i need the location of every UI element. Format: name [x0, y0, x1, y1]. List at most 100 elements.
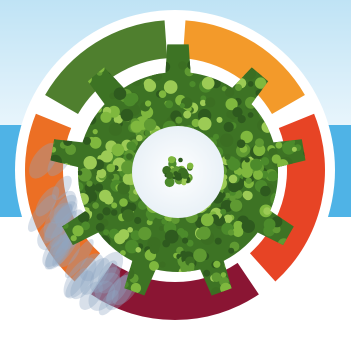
tree-crown	[145, 100, 152, 107]
tree-crown	[220, 133, 234, 147]
tree-crown	[120, 108, 134, 122]
tree-shadow	[52, 175, 72, 201]
center-tree-crown	[181, 180, 187, 186]
center-tree-cluster	[162, 156, 194, 188]
tree-crown	[227, 179, 241, 193]
segment-orange	[182, 20, 305, 114]
tree-crown	[77, 211, 90, 224]
tree-crown	[198, 117, 212, 131]
tree-crown	[127, 92, 139, 104]
tree-crown	[237, 115, 246, 124]
tree-crown	[200, 95, 207, 102]
tree-crown	[242, 190, 251, 199]
tree-crown	[227, 158, 241, 171]
tree-crown	[126, 153, 133, 160]
tree-shadow	[79, 281, 103, 310]
tree-crown	[83, 136, 91, 145]
tree-shadow	[63, 257, 97, 299]
tree-crown	[196, 228, 207, 240]
tree-shadow	[27, 194, 57, 232]
tree-crown	[144, 79, 157, 92]
tree-shadow	[44, 204, 73, 242]
tree-shadow	[94, 272, 122, 302]
tree-crown	[186, 239, 194, 247]
tree-crown	[122, 209, 135, 222]
tree-crown	[214, 237, 222, 245]
tree-crown	[200, 213, 214, 227]
segment-green	[45, 20, 168, 114]
tree-crown	[223, 121, 234, 133]
tree-crown	[253, 169, 263, 180]
tree-crown	[72, 225, 84, 237]
center-tree-crown	[164, 177, 175, 188]
segment-red	[249, 113, 325, 282]
tree-crown	[108, 174, 114, 180]
tree-crown	[165, 100, 174, 109]
tree-shadow	[54, 237, 81, 268]
tree-crown	[260, 185, 271, 197]
tree-crown	[92, 129, 98, 135]
tree-crown	[193, 248, 207, 263]
tree-crown	[158, 226, 164, 231]
tree-crown	[211, 272, 222, 283]
tree-shadow	[89, 251, 124, 293]
tree-shadow	[50, 227, 72, 255]
tree-crown	[263, 218, 276, 231]
tree-shadow	[43, 203, 73, 244]
tree-shadow	[97, 267, 121, 294]
tree-crown	[232, 107, 243, 118]
tree-crown	[188, 262, 195, 269]
tree-crown	[96, 213, 104, 221]
tree-crown	[65, 144, 76, 155]
tree-crown	[205, 97, 216, 108]
tree-crown	[254, 77, 267, 89]
tree-crown	[89, 136, 102, 149]
tree-crown	[125, 239, 139, 254]
tree-crown	[220, 272, 227, 278]
tree-crown	[247, 112, 254, 118]
tree-crown	[121, 160, 135, 175]
tree-crown	[230, 199, 243, 212]
center-tree-crown	[168, 156, 176, 164]
tree-crown	[122, 173, 135, 185]
tree-shadow	[64, 239, 94, 279]
tree-shadow	[98, 290, 119, 316]
tree-crown	[225, 98, 238, 111]
tree-crown	[179, 103, 185, 109]
tree-crown	[247, 81, 254, 87]
tree-shadow	[65, 267, 88, 298]
tree-crown	[253, 143, 266, 157]
tree-crown	[94, 183, 104, 192]
tree-crown	[158, 90, 167, 98]
tree-crown	[147, 214, 155, 222]
tree-crown	[92, 202, 99, 209]
tree-crown	[216, 116, 223, 123]
tree-crown	[77, 170, 83, 176]
center-tree-crown	[165, 171, 174, 180]
tree-crown	[129, 193, 138, 202]
tree-crown	[203, 269, 211, 277]
tree-crown	[134, 216, 142, 225]
tree-crown	[245, 177, 252, 184]
tree-crown	[250, 158, 263, 171]
tree-crown	[189, 81, 196, 88]
tree-crown	[275, 141, 283, 149]
tree-shadow	[49, 190, 76, 224]
tree-crown	[128, 142, 137, 152]
tree-crown	[95, 222, 105, 232]
tree-crown	[228, 174, 238, 184]
tree-crown	[136, 134, 143, 142]
tree-crown	[127, 227, 133, 233]
tree-crown	[220, 208, 227, 215]
tree-crown	[224, 153, 231, 160]
tree-crown	[227, 229, 235, 236]
tree-crown	[135, 247, 142, 253]
tree-shadow	[49, 210, 77, 248]
tree-crown	[241, 166, 253, 178]
center-tree-crown	[178, 157, 183, 163]
tree-crown	[118, 229, 130, 241]
tree-crown	[180, 250, 187, 257]
tree-crown	[240, 130, 253, 144]
center-tree-crown	[186, 162, 194, 170]
